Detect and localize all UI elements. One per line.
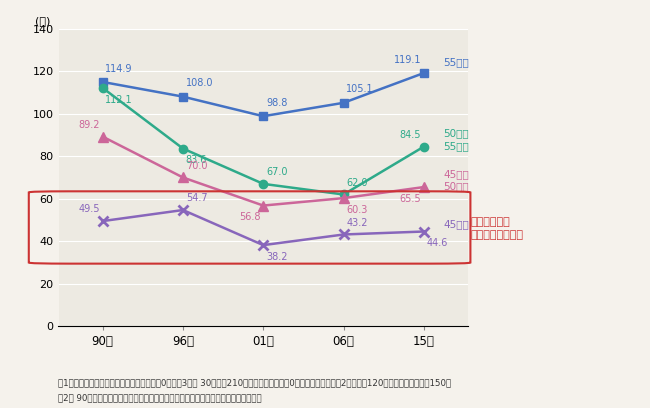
Text: 119.1: 119.1 bbox=[393, 55, 421, 65]
Text: 38.2: 38.2 bbox=[266, 252, 287, 262]
Text: 67.0: 67.0 bbox=[266, 167, 287, 177]
Text: (分): (分) bbox=[35, 16, 50, 26]
Text: 56.8: 56.8 bbox=[239, 212, 261, 222]
Text: 114.9: 114.9 bbox=[105, 64, 133, 73]
Text: 専門学校への
進学希望が多い層: 専門学校への 進学希望が多い層 bbox=[471, 217, 523, 240]
Text: 98.8: 98.8 bbox=[266, 98, 287, 108]
Text: 55以上: 55以上 bbox=[443, 57, 469, 67]
Text: 83.6: 83.6 bbox=[186, 155, 207, 165]
Text: 45未満: 45未満 bbox=[443, 220, 469, 230]
Text: 89.2: 89.2 bbox=[79, 120, 100, 130]
Text: 44.6: 44.6 bbox=[426, 238, 448, 248]
Text: 65.5: 65.5 bbox=[400, 194, 421, 204]
Text: 84.5: 84.5 bbox=[400, 130, 421, 140]
Text: 108.0: 108.0 bbox=[186, 78, 213, 88]
Text: 60.3: 60.3 bbox=[346, 205, 368, 215]
Text: 112.1: 112.1 bbox=[105, 95, 133, 104]
Text: 70.0: 70.0 bbox=[186, 160, 207, 171]
Text: 注1）平均学習時間は「ほとんどしない」を0分、「3時間 30分」を210分、「それ以上」を0分（放課後時間は「2時間」を120分、「それ以上」を150分: 注1）平均学習時間は「ほとんどしない」を0分、「3時間 30分」を210分、「そ… bbox=[58, 379, 452, 388]
Text: 105.1: 105.1 bbox=[346, 84, 374, 95]
Text: 45以上
50未満: 45以上 50未満 bbox=[443, 169, 469, 191]
Text: 54.7: 54.7 bbox=[186, 193, 207, 203]
Text: 62.0: 62.0 bbox=[346, 177, 368, 188]
Text: 43.2: 43.2 bbox=[346, 217, 368, 228]
Text: 50以上
55未満: 50以上 55未満 bbox=[443, 129, 469, 151]
Text: 注2） 90年は、学校の平均偏差値ではなく、学校の進学実績を用いて区分している。: 注2） 90年は、学校の平均偏差値ではなく、学校の進学実績を用いて区分している。 bbox=[58, 394, 262, 403]
Text: 49.5: 49.5 bbox=[79, 204, 100, 214]
